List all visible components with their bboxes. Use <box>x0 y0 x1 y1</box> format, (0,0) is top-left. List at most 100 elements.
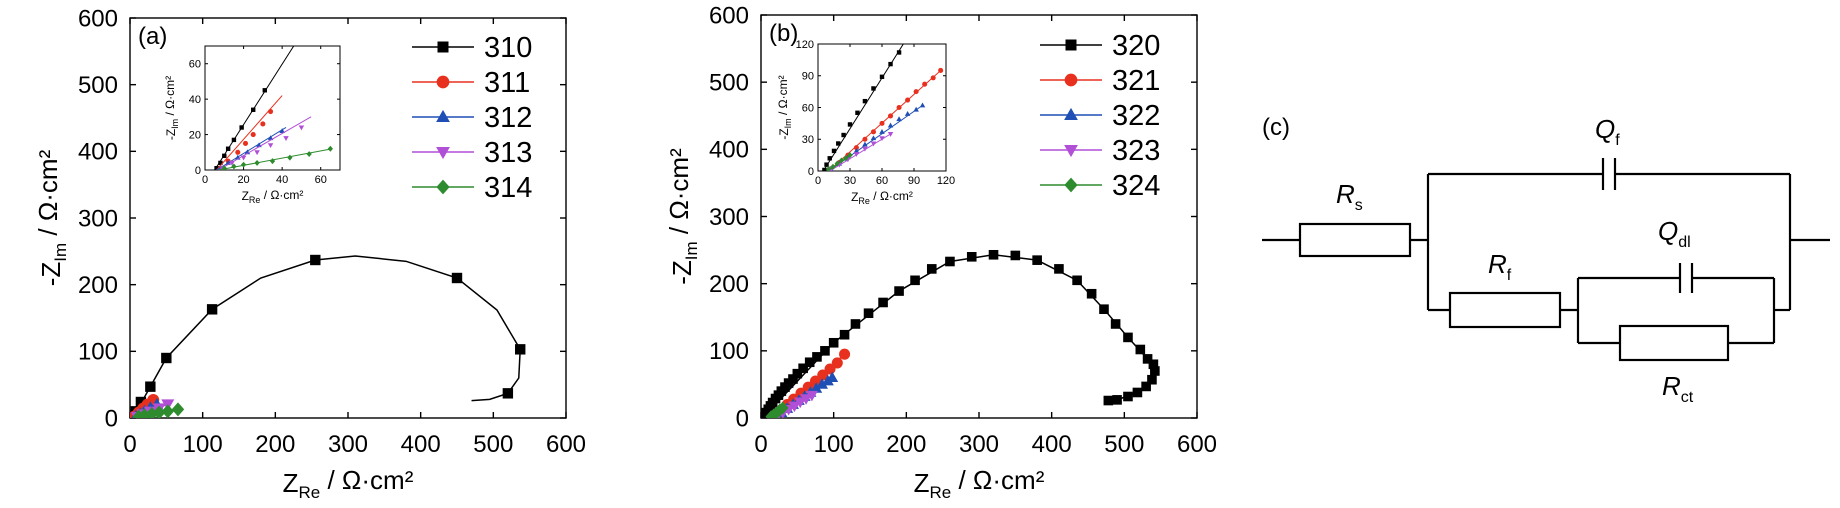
panel-b-main-x-tick-label: 600 <box>1177 431 1217 458</box>
panel-b-main-series-320-point <box>1147 374 1157 385</box>
panel-a-inset-x-axis-label: ZRe / Ω·cm² <box>242 188 304 205</box>
panel-b-inset-series-320-point <box>831 148 837 154</box>
panel-a-inset-x-tick-label: 0 <box>202 174 208 186</box>
panel-a-inset-series-313-point <box>298 125 305 131</box>
panel-b-inset-series-321-point <box>938 67 944 73</box>
panel-b-inset-series-322-point <box>887 122 894 128</box>
panel-a-main-series-314-point <box>152 405 166 418</box>
panel-a-legend-marker-314 <box>436 179 450 195</box>
panel-a-legend-label-313: 313 <box>484 137 532 169</box>
panel-b-main-series-323-point <box>788 401 801 413</box>
panel-b-legend-label-321: 321 <box>1112 65 1160 97</box>
panel-c-label: (c) <box>1262 114 1290 141</box>
panel-b-main-series-321-point <box>817 369 829 381</box>
panel-b-main-series-324-point <box>777 401 789 415</box>
panel-a-inset-series-314-point <box>287 154 293 161</box>
panel-b-inset-series-321-point <box>853 145 859 151</box>
panel-a-main-series-310-point <box>310 254 321 266</box>
panel-b-inset-series-320-point <box>862 98 868 104</box>
panel-a-main-x-tick-label: 0 <box>123 431 136 458</box>
panel-b-inset-x-axis-label: ZRe / Ω·cm² <box>851 189 913 206</box>
panel-b-inset-series-321-point <box>870 129 876 135</box>
panel-b-inset-series-322-point <box>896 116 902 122</box>
panel-a-inset-series-313-point <box>267 143 274 149</box>
panel-b-main-series-321-point <box>831 357 843 369</box>
panel-a-inset-series-310-point <box>222 153 227 159</box>
label-rct: Rct <box>1662 371 1694 406</box>
panel-b-inset-series-320-point <box>896 50 902 55</box>
panel-b-main-series-320-point <box>1142 354 1153 364</box>
panel-b-inset-y-tick-label: 30 <box>802 134 814 146</box>
panel-b-main-x-axis-label: ZRe / Ω·cm² <box>914 465 1045 502</box>
resistor-rct <box>1618 324 1730 362</box>
panel-a-panel-label: (a) <box>138 23 167 50</box>
panel-b-inset-series-321-point <box>879 120 885 126</box>
panel-a-inset-series-314-point <box>221 165 227 170</box>
panel-b-main-series-321-point <box>809 375 822 387</box>
panel-b-inset-y-tick-label: 0 <box>808 166 814 178</box>
panel-a-main-series-310-point <box>206 304 218 315</box>
panel-a-legend-marker-313 <box>436 147 450 160</box>
panel-b-main-series-320-point <box>966 252 977 262</box>
panel-b-main-series-320-point <box>1086 288 1097 299</box>
panel-a-main-series-314-point <box>145 406 159 418</box>
panel-b-inset-y-tick-label: 120 <box>796 39 814 51</box>
panel-a-main-y-tick-label: 400 <box>78 139 118 166</box>
panel-b-inset-series-320-point <box>824 162 829 167</box>
panel-b-inset-series-322-fit-line <box>828 104 923 171</box>
panel-b-main-series-320-point <box>1150 366 1160 376</box>
panel-a-main-series-310-fit-line <box>131 255 521 418</box>
panel-a-main-y-axis-label: -ZIm / Ω·cm² <box>33 149 70 286</box>
panel-a-inset-y-tick-label: 40 <box>189 94 201 106</box>
panel-b-legend-label-322: 322 <box>1112 100 1160 132</box>
panel-b-main-series-321-point <box>824 363 836 375</box>
panel-a-inset-x-tick-label: 60 <box>315 174 327 186</box>
panel-a-inset-series-313-point <box>283 136 289 141</box>
panel-b-main-data-area <box>761 249 1160 418</box>
panel-a-main-y-tick-label: 600 <box>78 5 118 32</box>
panel-a-inset-series-311-point <box>260 121 266 127</box>
panel-a-inset-series-314-point <box>240 161 247 168</box>
panel-a-main-x-tick-label: 200 <box>255 431 295 458</box>
panel-b-inset-series-323-point <box>879 136 885 142</box>
panel-b-main-x-tick-label: 100 <box>814 431 854 458</box>
panel-b-inset-data-area <box>822 44 944 171</box>
panel-b-inset-x-tick-label: 90 <box>908 175 920 187</box>
panel-b-inset-y-tick-label: 60 <box>802 102 814 114</box>
panel-a-inset-x-tick-label: 20 <box>237 174 249 186</box>
panel-a-main-x-tick-label: 100 <box>183 431 223 458</box>
panel-a-legend-label-311: 311 <box>484 67 530 99</box>
panel-b-main-x-tick-label: 200 <box>886 431 926 458</box>
panel-b-main-series-320-point <box>945 256 955 267</box>
panel-b-main-series-320-point <box>863 308 874 319</box>
label-rs: Rs <box>1336 179 1363 214</box>
panel-a-legend-marker-312 <box>436 109 450 122</box>
panel-a-inset-series-310-point <box>231 137 237 143</box>
panel-b-inset-y-tick-label: 90 <box>802 71 814 83</box>
panel-b-main-series-320-point <box>910 275 920 286</box>
panel-a-main-series-310-point <box>451 272 463 284</box>
panel-b-inset-series-321-point <box>905 97 911 103</box>
panel-b-main-series-320-point <box>988 249 999 260</box>
panel-b-main-y-tick-label: 0 <box>736 405 749 432</box>
panel-b-inset-series-321-point <box>862 136 868 142</box>
panel-b-legend-marker-322 <box>1064 107 1078 120</box>
panel-b-inset-x-tick-label: 120 <box>937 175 955 187</box>
panel-a-legend-marker-311 <box>436 75 450 89</box>
panel-b-inset-series-323-point <box>862 146 868 152</box>
panel-a-inset-series-313-point <box>240 155 247 161</box>
panel-b-inset-series-320-point <box>822 167 827 171</box>
panel-a-inset-series-313-point <box>229 160 235 166</box>
panel-b-main-x-tick-label: 500 <box>1104 431 1144 458</box>
panel-b-inset-series-320-point <box>827 156 832 161</box>
panel-a-inset-y-axis-label: -ZIm / Ω·cm² <box>163 76 180 140</box>
panel-b-main-series-320-point <box>1132 387 1143 398</box>
panel-b-inset-series-321-point <box>913 89 919 95</box>
panel-b-main-series-322-point <box>810 382 823 393</box>
panel-a-main-data-area <box>130 254 526 418</box>
panel-b-inset-y-axis-label: -ZIm / Ω·cm² <box>776 75 793 139</box>
panel-a-legend-label-314: 314 <box>484 172 532 204</box>
panel-a-main-series-310-point <box>145 381 156 392</box>
panel-b-legend-label-323: 323 <box>1112 135 1160 167</box>
